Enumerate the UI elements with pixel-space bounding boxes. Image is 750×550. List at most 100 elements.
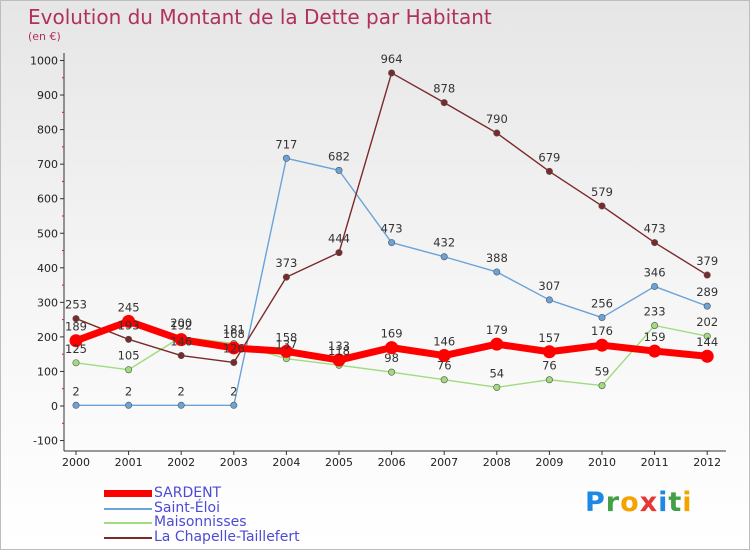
data-label-sardent: 168: [223, 327, 245, 341]
point-sardent: [700, 349, 714, 363]
data-label-maisonnisses: 125: [65, 342, 87, 356]
proxiti-logo: Proxiti: [585, 487, 693, 518]
legend-label: SARDENT: [154, 485, 222, 501]
point-maisonnisses: [651, 321, 659, 329]
legend-label: La Chapelle-Taillefert: [154, 528, 300, 545]
point-sardent: [595, 338, 609, 352]
data-label-maisonnisses: 181: [223, 322, 245, 336]
point-la-chapelle-taillefert: [125, 335, 133, 343]
point-maisonnisses: [703, 332, 711, 340]
point-saint-loi: [177, 401, 185, 409]
point-sardent: [69, 334, 83, 348]
data-label-maisonnisses: 76: [437, 359, 452, 373]
point-la-chapelle-taillefert: [72, 315, 80, 323]
x-tick-label: 2007: [430, 456, 458, 469]
logo-letter: r: [605, 487, 621, 518]
logo-letter: x: [639, 487, 659, 518]
point-la-chapelle-taillefert: [230, 358, 238, 366]
data-label-la-chapelle-taillefert: 964: [381, 52, 403, 66]
y-tick-label: 600: [37, 193, 58, 206]
data-label-maisonnisses: 59: [595, 365, 610, 379]
y-tick-label: 100: [37, 365, 58, 378]
data-label-la-chapelle-taillefert: 878: [433, 82, 455, 96]
point-sardent: [437, 349, 451, 363]
point-maisonnisses: [72, 359, 80, 367]
x-tick-label: 2008: [483, 456, 511, 469]
data-label-sardent: 245: [118, 300, 140, 314]
data-label-saint-loi: 307: [538, 279, 560, 293]
logo-letter: o: [620, 487, 640, 518]
point-la-chapelle-taillefert: [177, 352, 185, 360]
data-label-sardent: 158: [275, 330, 297, 344]
chart-title: Evolution du Montant de la Dette par Hab…: [28, 5, 492, 29]
x-tick-label: 2005: [325, 456, 353, 469]
data-label-saint-loi: 256: [591, 297, 613, 311]
data-label-maisonnisses: 105: [118, 349, 140, 363]
point-sardent: [122, 314, 136, 328]
x-tick-label: 2002: [167, 456, 195, 469]
x-tick-label: 2000: [62, 456, 90, 469]
legend-swatch: [104, 536, 152, 539]
point-saint-loi: [545, 296, 553, 304]
y-tick-label: 400: [37, 262, 58, 275]
data-label-maisonnisses: 200: [170, 316, 192, 330]
data-label-saint-loi: 473: [381, 222, 403, 236]
point-saint-loi: [703, 302, 711, 310]
data-label-saint-loi: 388: [486, 251, 508, 265]
data-label-saint-loi: 682: [328, 149, 350, 163]
point-sardent: [174, 333, 188, 347]
data-label-sardent: 157: [538, 331, 560, 345]
logo-letter: P: [585, 487, 606, 518]
data-label-sardent: 159: [644, 330, 666, 344]
data-label-saint-loi: 2: [125, 384, 132, 398]
data-label-la-chapelle-taillefert: 146: [170, 335, 192, 349]
point-la-chapelle-taillefert: [440, 99, 448, 107]
point-sardent: [227, 341, 241, 355]
point-saint-loi: [230, 401, 238, 409]
y-tick-label: 900: [37, 89, 58, 102]
data-label-la-chapelle-taillefert: 126: [223, 341, 245, 355]
y-tick-label: 300: [37, 296, 58, 309]
point-saint-loi: [493, 268, 501, 276]
y-tick-label: 500: [37, 227, 58, 240]
data-label-la-chapelle-taillefert: 579: [591, 185, 613, 199]
point-sardent: [542, 345, 556, 359]
point-la-chapelle-taillefert: [388, 69, 396, 77]
data-label-maisonnisses: 233: [644, 304, 666, 318]
point-saint-loi: [440, 253, 448, 261]
data-label-saint-loi: 346: [644, 265, 666, 279]
logo-letter: t: [668, 487, 683, 518]
plot-area: [64, 53, 726, 451]
data-label-maisonnisses: 202: [696, 315, 718, 329]
logo-letter: i: [658, 487, 669, 518]
data-label-saint-loi: 2: [72, 384, 79, 398]
data-label-la-chapelle-taillefert: 253: [65, 298, 87, 312]
data-label-saint-loi: 2: [230, 384, 237, 398]
point-maisonnisses: [598, 382, 606, 390]
data-label-saint-loi: 2: [178, 384, 185, 398]
x-tick-label: 2011: [641, 456, 669, 469]
data-label-saint-loi: 289: [696, 285, 718, 299]
data-label-la-chapelle-taillefert: 473: [644, 222, 666, 236]
data-label-sardent: 146: [433, 335, 455, 349]
chart-subtitle: (en €): [28, 30, 61, 43]
point-sardent: [648, 344, 662, 358]
data-label-sardent: 179: [486, 323, 508, 337]
x-tick-label: 2004: [272, 456, 300, 469]
data-label-sardent: 169: [381, 327, 403, 341]
x-tick-label: 2001: [115, 456, 143, 469]
point-la-chapelle-taillefert: [703, 271, 711, 279]
y-tick-label: 0: [51, 400, 58, 413]
x-tick-label: 2006: [378, 456, 406, 469]
point-la-chapelle-taillefert: [335, 249, 343, 257]
point-saint-loi: [651, 282, 659, 290]
data-label-la-chapelle-taillefert: 790: [486, 112, 508, 126]
point-maisonnisses: [440, 376, 448, 384]
logo-letter: i: [682, 487, 693, 518]
point-maisonnisses: [125, 366, 133, 374]
x-tick-label: 2003: [220, 456, 248, 469]
data-label-maisonnisses: 118: [328, 344, 350, 358]
data-label-la-chapelle-taillefert: 444: [328, 232, 350, 246]
